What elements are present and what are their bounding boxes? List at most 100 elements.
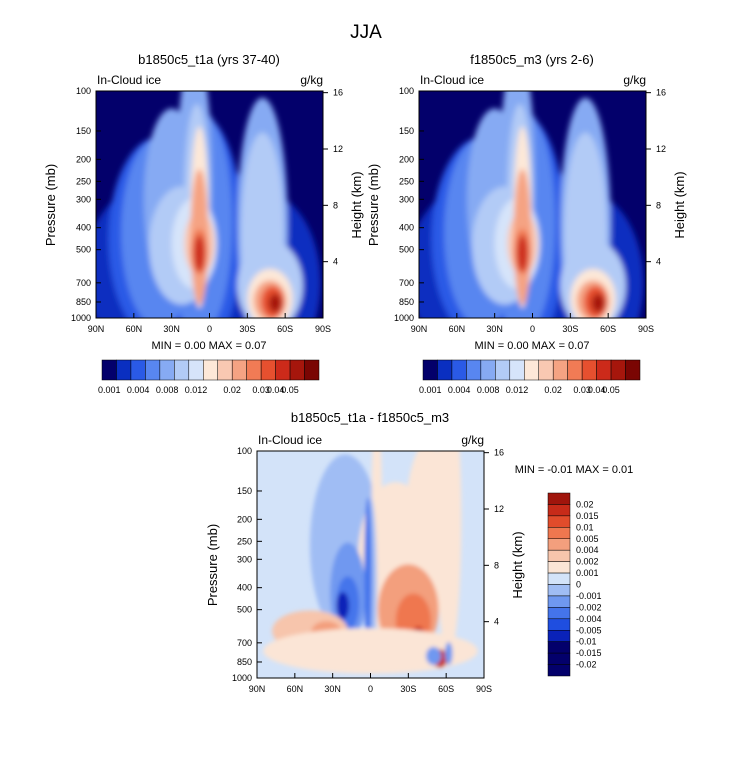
colorbar-label: 0.004: [576, 545, 599, 555]
x-tick-label: 30N: [324, 684, 341, 694]
colorbar-label: 0.04: [267, 385, 285, 395]
colorbar-label: 0.03: [573, 385, 591, 395]
colorbar-label: -0.004: [576, 614, 602, 624]
colorbar-swatch: [130, 359, 146, 381]
y-tick-label: 400: [237, 583, 252, 593]
colorbar-swatch: [547, 492, 571, 505]
colorbar-label: -0.001: [576, 591, 602, 601]
y-tick-label: 100: [76, 86, 91, 96]
y-tick-label: 200: [237, 514, 252, 524]
colorbar-swatch: [552, 359, 568, 381]
x-tick-label: 0: [368, 684, 373, 694]
colorbar-swatch: [101, 359, 117, 381]
colorbar-swatch: [203, 359, 218, 381]
colorbar-swatch: [246, 359, 262, 381]
colorbar-label: 0.05: [602, 385, 620, 395]
colorbar-swatch: [524, 359, 539, 381]
panel-1-title: b1850c5_t1a (yrs 37-40): [138, 52, 280, 67]
colorbar-label: -0.005: [576, 625, 602, 635]
height-tick-label: 12: [656, 144, 666, 154]
colorbar-label: 0.001: [98, 385, 121, 395]
panel-1-ylabel-right: Height (km): [349, 171, 364, 238]
colorbar-swatch: [547, 618, 571, 631]
colorbar-swatch: [289, 359, 305, 381]
colorbar-label: 0.008: [156, 385, 179, 395]
panel-2-minmax: MIN = 0.00 MAX = 0.07: [475, 340, 590, 352]
panel-2: f1850c5_m3 (yrs 2-6) In-Cloud ice g/kg 9…: [366, 52, 687, 395]
colorbar-swatch: [116, 359, 132, 381]
colorbar-label: 0.004: [448, 385, 471, 395]
y-tick-label: 400: [399, 223, 414, 233]
contour-region: [444, 642, 453, 665]
y-tick-label: 100: [399, 86, 414, 96]
colorbar-swatch: [174, 359, 190, 381]
colorbar-swatch: [547, 561, 571, 574]
colorbar-label: 0.001: [576, 568, 599, 578]
colorbar-label: 0.02: [544, 385, 562, 395]
y-tick-label: 150: [399, 126, 414, 136]
colorbar-label: -0.02: [576, 660, 597, 670]
x-tick-label: 60N: [449, 324, 466, 334]
colorbar-label: 0.015: [576, 511, 599, 521]
x-tick-label: 30N: [163, 324, 180, 334]
panel-3-minmax: MIN = -0.01 MAX = 0.01: [515, 464, 634, 476]
contour-region: [591, 294, 605, 313]
colorbar-label: 0.02: [223, 385, 241, 395]
panel-3: b1850c5_t1a - f1850c5_m3 In-Cloud ice g/…: [205, 410, 634, 694]
y-tick-label: 850: [399, 297, 414, 307]
panel-3-variable-label: In-Cloud ice: [258, 433, 322, 447]
contour-region: [194, 235, 205, 272]
colorbar-swatch: [451, 359, 467, 381]
y-tick-label: 850: [237, 657, 252, 667]
y-tick-label: 150: [76, 126, 91, 136]
panel-3-ylabel-right: Height (km): [510, 531, 525, 598]
height-tick-label: 12: [333, 144, 343, 154]
panel-3-ylabel: Pressure (mb): [205, 524, 220, 606]
x-tick-label: 30S: [239, 324, 255, 334]
colorbar-swatch: [304, 359, 320, 381]
height-tick-label: 12: [494, 504, 504, 514]
panel-1-units-label: g/kg: [300, 73, 323, 87]
colorbar-swatch: [480, 359, 496, 381]
x-tick-label: 0: [207, 324, 212, 334]
colorbar-swatch: [145, 359, 161, 381]
y-tick-label: 200: [76, 154, 91, 164]
y-tick-label: 200: [399, 154, 414, 164]
x-tick-label: 30N: [486, 324, 503, 334]
y-tick-label: 500: [399, 245, 414, 255]
colorbar-label: 0.01: [576, 522, 594, 532]
colorbar-swatch: [217, 359, 233, 381]
colorbar-swatch: [231, 359, 247, 381]
colorbar-swatch: [567, 359, 583, 381]
colorbar-label: 0: [576, 580, 581, 590]
colorbar-label: 0.001: [419, 385, 442, 395]
colorbar-label: 0.05: [281, 385, 299, 395]
panel-1-variable-label: In-Cloud ice: [97, 73, 161, 87]
colorbar-label: 0.008: [477, 385, 500, 395]
x-tick-label: 90N: [88, 324, 105, 334]
contour-region: [364, 497, 372, 652]
y-tick-label: 700: [237, 638, 252, 648]
height-tick-label: 16: [494, 448, 504, 458]
height-tick-label: 4: [494, 617, 499, 627]
colorbar-label: 0.012: [185, 385, 208, 395]
colorbar-swatch: [275, 359, 291, 381]
colorbar-label: 0.002: [576, 557, 599, 567]
y-tick-label: 250: [76, 176, 91, 186]
y-tick-label: 1000: [394, 313, 414, 323]
colorbar-swatch: [547, 549, 571, 562]
colorbar-swatch: [260, 359, 276, 381]
panel-3-title: b1850c5_t1a - f1850c5_m3: [291, 410, 449, 425]
y-tick-label: 300: [76, 194, 91, 204]
colorbar-swatch: [610, 359, 626, 381]
colorbar-swatch: [547, 652, 571, 665]
x-tick-label: 60S: [438, 684, 454, 694]
colorbar-swatch: [625, 359, 641, 381]
colorbar-swatch: [466, 359, 482, 381]
colorbar-label: -0.01: [576, 637, 597, 647]
colorbar-swatch: [188, 359, 204, 381]
panel-1-field: [96, 91, 323, 318]
panel-1-minmax: MIN = 0.00 MAX = 0.07: [152, 340, 267, 352]
y-tick-label: 250: [399, 176, 414, 186]
